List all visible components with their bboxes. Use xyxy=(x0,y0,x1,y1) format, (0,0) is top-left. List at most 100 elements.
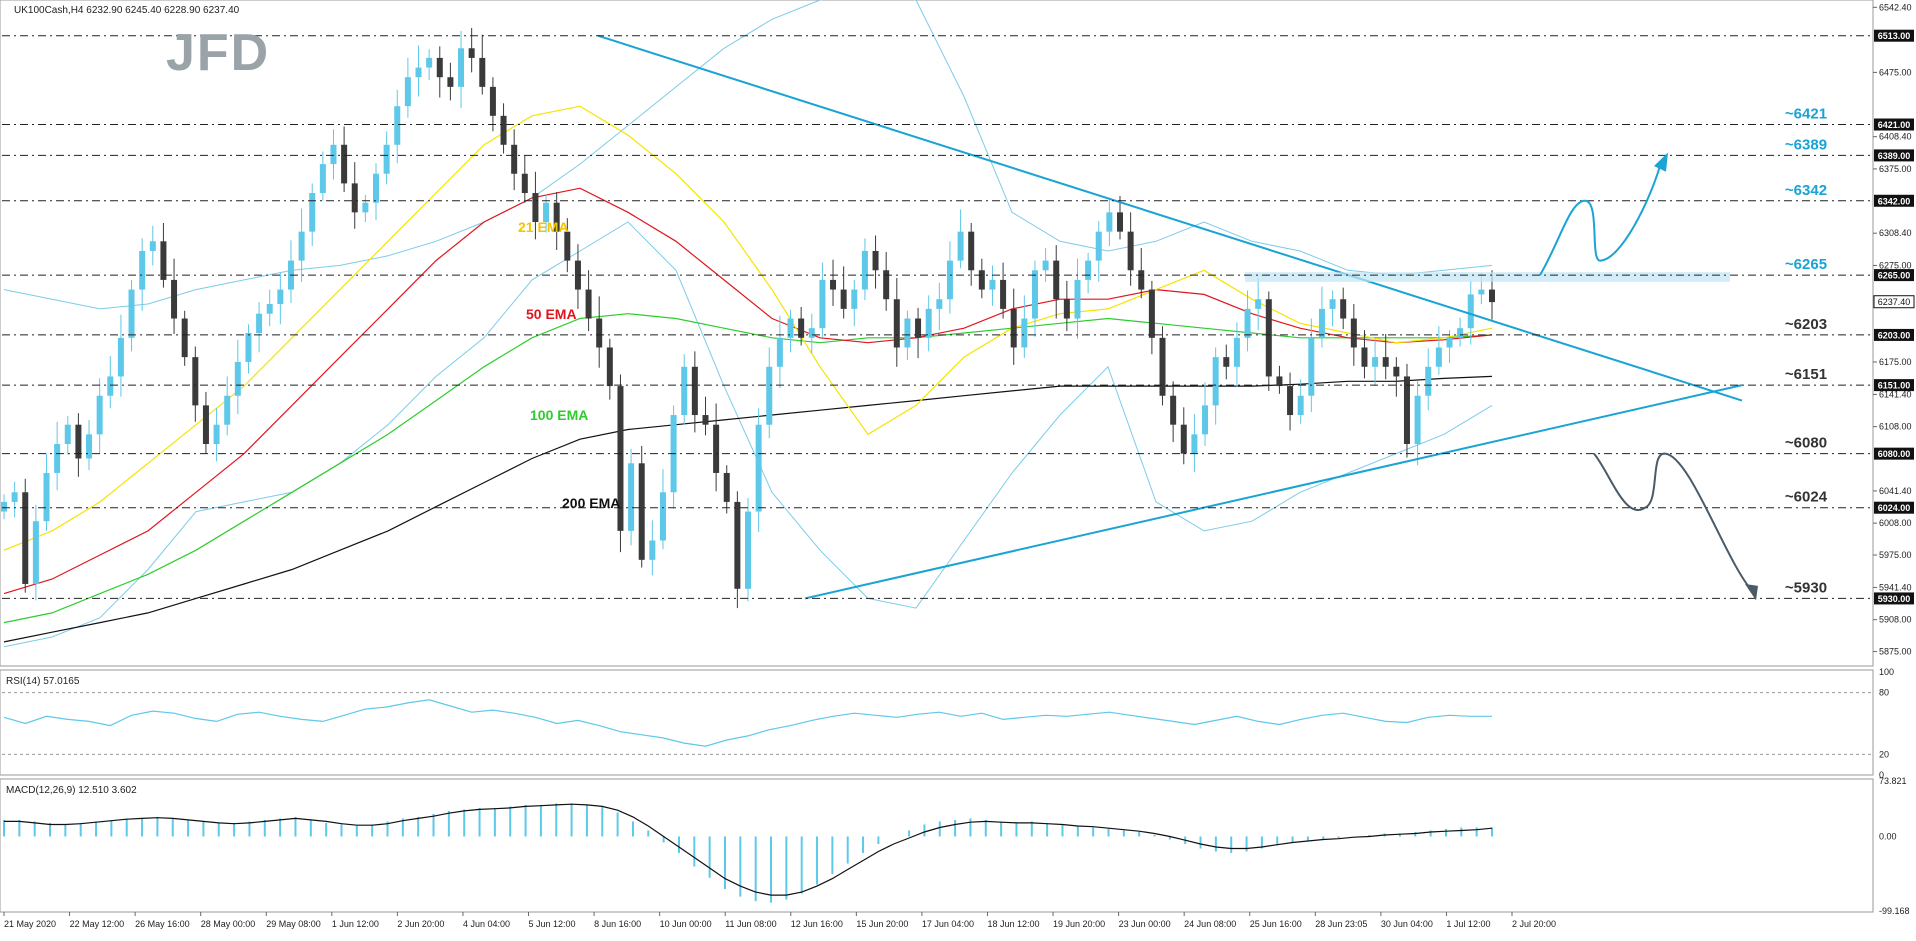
candle-body xyxy=(149,241,156,251)
current-price-text: 6237.40 xyxy=(1878,297,1911,307)
candle-body xyxy=(915,318,922,338)
candle-body xyxy=(1435,347,1442,367)
candle-body xyxy=(946,260,953,300)
y-tick-label: 6542.40 xyxy=(1879,2,1912,12)
candle-body xyxy=(117,337,124,377)
bullish-scenario-arrow xyxy=(1539,158,1663,276)
candle-body xyxy=(968,231,975,271)
ema21-label: 21 EMA xyxy=(518,219,569,235)
candle-body xyxy=(181,318,188,358)
candle-body xyxy=(1074,279,1081,319)
candle-body xyxy=(1159,337,1166,396)
candle-body xyxy=(936,299,943,309)
x-tick-label: 22 May 12:00 xyxy=(70,919,125,929)
candle-body xyxy=(776,337,783,367)
x-tick-label: 21 May 2020 xyxy=(4,919,56,929)
candle-body xyxy=(1138,270,1145,290)
candle-body xyxy=(1010,308,1017,348)
candle-body xyxy=(681,366,688,416)
x-tick-label: 2 Jul 20:00 xyxy=(1512,919,1556,929)
candle-body xyxy=(394,106,401,145)
candle-body xyxy=(22,492,29,584)
candle-body xyxy=(543,202,550,222)
candle-body xyxy=(1202,405,1209,435)
y-tick-label: 6475.00 xyxy=(1879,67,1912,77)
y-tick-label: 6308.40 xyxy=(1879,228,1912,238)
x-tick-label: 30 Jun 04:00 xyxy=(1381,919,1433,929)
candle-body xyxy=(96,395,103,435)
level-box-text: 6151.00 xyxy=(1878,381,1911,391)
candle-body xyxy=(1457,328,1464,338)
y-tick-label: 6375.00 xyxy=(1879,164,1912,174)
level-annotation: ~6203 xyxy=(1785,316,1827,333)
candle-body xyxy=(1117,212,1123,232)
candle-body xyxy=(319,164,326,194)
y-tick-label: 6108.00 xyxy=(1879,422,1912,432)
candle-body xyxy=(1372,357,1379,367)
candle-body xyxy=(691,366,698,416)
candle-body xyxy=(64,424,71,444)
candle-body xyxy=(54,444,61,473)
candle-body xyxy=(500,115,507,145)
candle-body xyxy=(415,67,422,78)
candle-body xyxy=(1489,289,1495,303)
x-tick-label: 26 May 16:00 xyxy=(135,919,190,929)
candle-body xyxy=(298,231,305,261)
candle-body xyxy=(139,250,146,290)
level-price-box: 6203.00 xyxy=(1874,328,1914,341)
candle-body xyxy=(745,511,751,589)
candle-body xyxy=(1318,308,1325,338)
candle-body xyxy=(330,144,337,165)
candle-body xyxy=(1053,260,1060,300)
candle-body xyxy=(1,501,7,512)
rsi-tick-label: 80 xyxy=(1879,688,1889,698)
candle-body xyxy=(1446,337,1453,348)
candle-body xyxy=(532,193,539,222)
y-tick-label: 5908.00 xyxy=(1879,615,1912,625)
x-tick-label: 18 Jun 12:00 xyxy=(987,919,1039,929)
level-annotation: ~5930 xyxy=(1785,579,1827,596)
level-box-bg xyxy=(1874,118,1914,131)
candle-body xyxy=(638,463,645,560)
candle-body xyxy=(713,424,720,473)
candle-body xyxy=(787,318,794,338)
level-box-text: 6265.00 xyxy=(1878,271,1911,281)
ema200-label: 200 EMA xyxy=(562,495,620,511)
candle-body xyxy=(1308,337,1315,396)
level-price-box: 6342.00 xyxy=(1874,194,1914,207)
candle-body xyxy=(1191,434,1198,454)
candle-body xyxy=(1297,395,1304,416)
candle-body xyxy=(1021,318,1028,348)
candle-body xyxy=(564,231,571,261)
candle-body xyxy=(1106,212,1113,232)
x-tick-label: 29 May 08:00 xyxy=(266,919,321,929)
candle-body xyxy=(1233,337,1240,367)
candle-body xyxy=(511,144,518,174)
candle-body xyxy=(574,260,581,290)
symbol-info: UK100Cash,H4 6232.90 6245.40 6228.90 623… xyxy=(14,5,240,16)
candle-body xyxy=(1276,376,1283,387)
rsi-line xyxy=(3,699,1492,747)
level-box-bg xyxy=(1874,29,1914,42)
candle-body xyxy=(1265,299,1272,377)
candle-body xyxy=(819,279,826,329)
candle-body xyxy=(1350,318,1357,348)
x-tick-label: 12 Jun 16:00 xyxy=(791,919,843,929)
x-tick-label: 15 Jun 20:00 xyxy=(856,919,908,929)
level-box-text: 6389.00 xyxy=(1878,151,1911,161)
x-tick-label: 23 Jun 00:00 xyxy=(1119,919,1171,929)
candle-body xyxy=(925,308,932,338)
y-tick-label: 6275.00 xyxy=(1879,260,1912,270)
candle-body xyxy=(426,57,433,68)
macd-panel-frame xyxy=(0,778,1874,913)
candle-body xyxy=(107,376,114,396)
rsi-tick-label: 20 xyxy=(1879,749,1889,759)
candle-body xyxy=(171,279,178,319)
y-tick-label: 6041.40 xyxy=(1879,486,1912,496)
candle-body xyxy=(755,424,762,512)
x-tick-label: 17 Jun 04:00 xyxy=(922,919,974,929)
candle-body xyxy=(1382,357,1389,367)
candle-body xyxy=(830,279,837,290)
level-box-text: 6513.00 xyxy=(1878,31,1911,41)
level-box-text: 5930.00 xyxy=(1878,594,1911,604)
